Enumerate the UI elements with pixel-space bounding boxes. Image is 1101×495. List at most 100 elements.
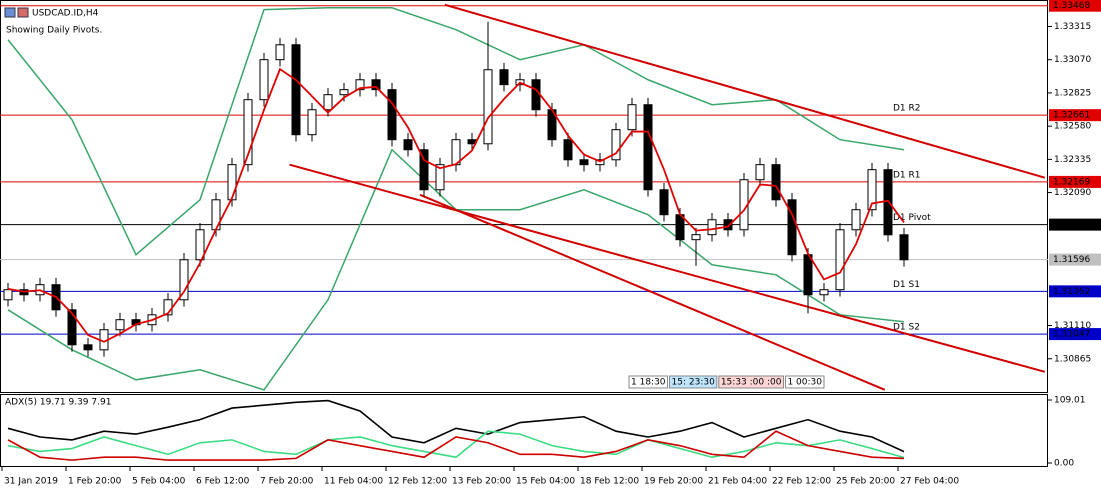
y-tick-label: 0.00	[1054, 459, 1074, 469]
level-value: 1.31362	[1053, 287, 1090, 297]
symbol: USDCAD.ID,H4	[32, 9, 99, 19]
timer-box	[718, 375, 784, 389]
candle-body	[531, 79, 541, 111]
candle-body	[179, 259, 189, 301]
ma-line	[7, 67, 905, 343]
timer-box	[669, 375, 718, 389]
candle-body	[243, 99, 253, 166]
candle-body	[707, 219, 717, 236]
main-panel	[0, 0, 1048, 393]
x-tick-label: 12 Feb 12:00	[388, 477, 447, 487]
level-box	[1049, 328, 1101, 341]
candle-body	[563, 139, 573, 161]
x-tick-label: 31 Jan 2019	[4, 477, 58, 487]
y-tick-label: 1.32825	[1054, 88, 1091, 98]
level-label: D1 R2	[893, 104, 921, 114]
candle-body	[659, 189, 669, 216]
candle-body	[787, 199, 797, 256]
adx-panel	[0, 394, 1048, 467]
candle-body	[227, 164, 237, 201]
candle-body	[899, 234, 909, 261]
level-label: D1 R1	[893, 170, 921, 180]
trend-line	[419, 193, 886, 391]
x-tick-label: 27 Feb 04:00	[900, 477, 959, 487]
x-tick-label: 11 Feb 04:00	[324, 477, 383, 487]
note: Showing Daily Pivots.	[6, 26, 102, 36]
y-tick-label: 1.32090	[1054, 188, 1091, 198]
level-box	[1049, 218, 1101, 231]
candle-body	[419, 149, 429, 191]
level-label: D1 Pivot	[893, 213, 931, 223]
candle-body	[483, 69, 493, 145]
trend-line	[289, 163, 1046, 373]
candle-body	[307, 109, 317, 136]
y-tick-label: 1.33315	[1054, 22, 1091, 32]
x-tick-label: 13 Feb 20:00	[452, 477, 511, 487]
x-tick-label: 25 Feb 20:00	[836, 477, 895, 487]
level-box	[1049, 175, 1101, 188]
candle-body	[3, 289, 13, 301]
y-tick-label: 1.32335	[1054, 155, 1091, 165]
timer: 1 18:30	[631, 378, 666, 388]
level-value: 1.31854	[1053, 220, 1090, 230]
candle-body	[435, 164, 445, 191]
level-label: D1 R3	[893, 0, 921, 4]
candle-body	[851, 209, 861, 231]
y-tick-label: 1.31110	[1054, 321, 1091, 331]
x-tick-label: 5 Feb 04:00	[132, 477, 186, 487]
candle-body	[291, 44, 301, 136]
level-box	[1049, 285, 1101, 298]
x-tick-label: 21 Feb 04:00	[708, 477, 767, 487]
timer: 1 00:30	[787, 378, 822, 388]
y-tick-label: 1.32580	[1054, 122, 1091, 132]
candle-body	[83, 344, 93, 351]
candle-body	[755, 164, 765, 181]
candle-body	[115, 319, 125, 331]
level-value: 1.32169	[1053, 177, 1090, 187]
level-value: 1.32661	[1053, 111, 1090, 121]
level-box	[1049, 0, 1101, 12]
band-line	[7, 6, 905, 256]
x-tick-label: 7 Feb 20:00	[260, 477, 314, 487]
candle-body	[259, 59, 269, 101]
adx-title: ADX(5) 19.71 9.39 7.91	[5, 398, 111, 408]
candle-body	[611, 129, 621, 161]
adx-line	[7, 430, 905, 461]
header-icons	[4, 7, 29, 18]
candle-body	[403, 139, 413, 151]
candle-body	[867, 169, 877, 211]
candle-body	[323, 94, 333, 111]
y-tick-label: 1.33070	[1054, 55, 1091, 65]
x-tick-label: 18 Feb 12:00	[580, 477, 639, 487]
candle-body	[195, 229, 205, 261]
timer-box	[784, 375, 825, 389]
candle-body	[339, 89, 349, 96]
timer-box	[628, 375, 669, 389]
level-label: D1 S1	[893, 280, 920, 290]
candle-body	[643, 104, 653, 191]
candle-body	[67, 309, 77, 346]
candle-body	[387, 89, 397, 141]
x-tick-label: 22 Feb 12:00	[772, 477, 831, 487]
level-value: 1.31596	[1053, 255, 1090, 265]
x-tick-label: 6 Feb 12:00	[196, 477, 250, 487]
candle-body	[355, 79, 365, 91]
trend-line	[444, 3, 1046, 179]
level-box	[1049, 253, 1101, 266]
candle-body	[579, 159, 589, 166]
y-tick-label: 1.30865	[1054, 354, 1091, 364]
candle-body	[803, 254, 813, 296]
candle-body	[275, 44, 285, 61]
candle-body	[771, 164, 781, 201]
candle-body	[691, 234, 701, 241]
candle-body	[371, 79, 381, 91]
timer: 15: 23:30	[672, 378, 716, 388]
x-tick-label: 15 Feb 04:00	[516, 477, 575, 487]
x-tick-label: 1 Feb 20:00	[68, 477, 122, 487]
adx-line	[7, 399, 905, 453]
level-label: D1 S2	[893, 323, 920, 333]
y-tick-label: 109.01	[1054, 396, 1086, 406]
level-value: 1.33468	[1053, 1, 1090, 11]
icon	[4, 7, 16, 18]
